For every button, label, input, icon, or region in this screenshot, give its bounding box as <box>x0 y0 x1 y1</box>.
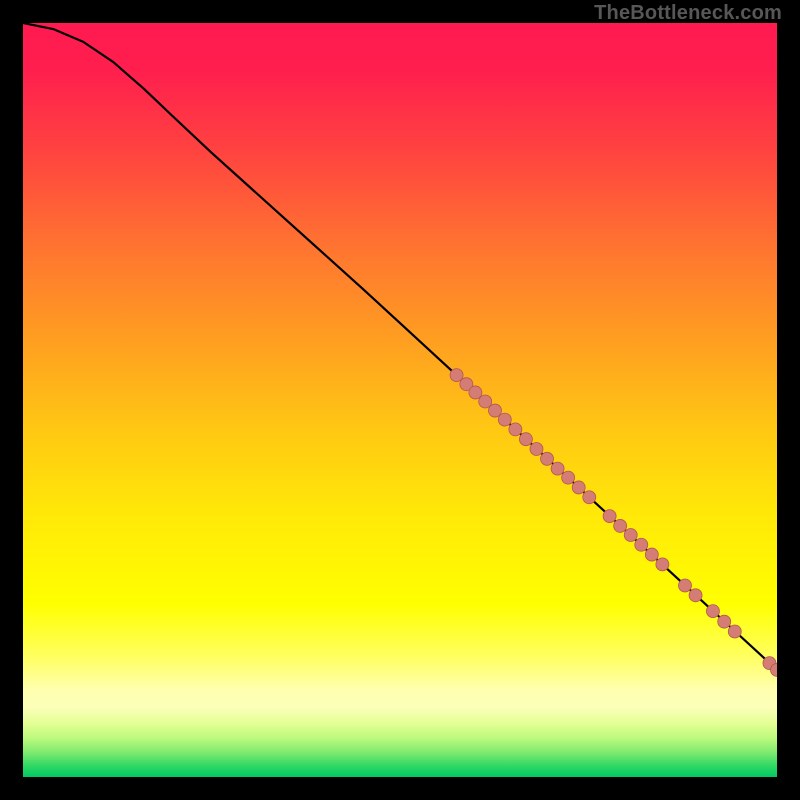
marker-point <box>679 579 692 592</box>
marker-point <box>603 510 616 523</box>
marker-point <box>706 605 719 618</box>
marker-point <box>624 528 637 541</box>
marker-point <box>728 625 741 638</box>
marker-point <box>541 452 554 465</box>
marker-point <box>562 471 575 484</box>
marker-point <box>656 558 669 571</box>
marker-point <box>450 369 463 382</box>
gradient-background <box>23 23 777 777</box>
marker-point <box>519 433 532 446</box>
bottleneck-plot <box>23 23 777 777</box>
marker-point <box>530 443 543 456</box>
marker-point <box>498 413 511 426</box>
marker-point <box>689 589 702 602</box>
marker-point <box>551 462 564 475</box>
marker-point <box>572 481 585 494</box>
marker-point <box>614 519 627 532</box>
marker-point <box>583 491 596 504</box>
marker-point <box>509 423 522 436</box>
watermark-text: TheBottleneck.com <box>594 2 782 25</box>
marker-point <box>635 538 648 551</box>
marker-point <box>718 615 731 628</box>
stage: TheBottleneck.com <box>0 0 800 800</box>
marker-point <box>645 548 658 561</box>
marker-point <box>469 386 482 399</box>
marker-point <box>489 404 502 417</box>
marker-point <box>479 395 492 408</box>
